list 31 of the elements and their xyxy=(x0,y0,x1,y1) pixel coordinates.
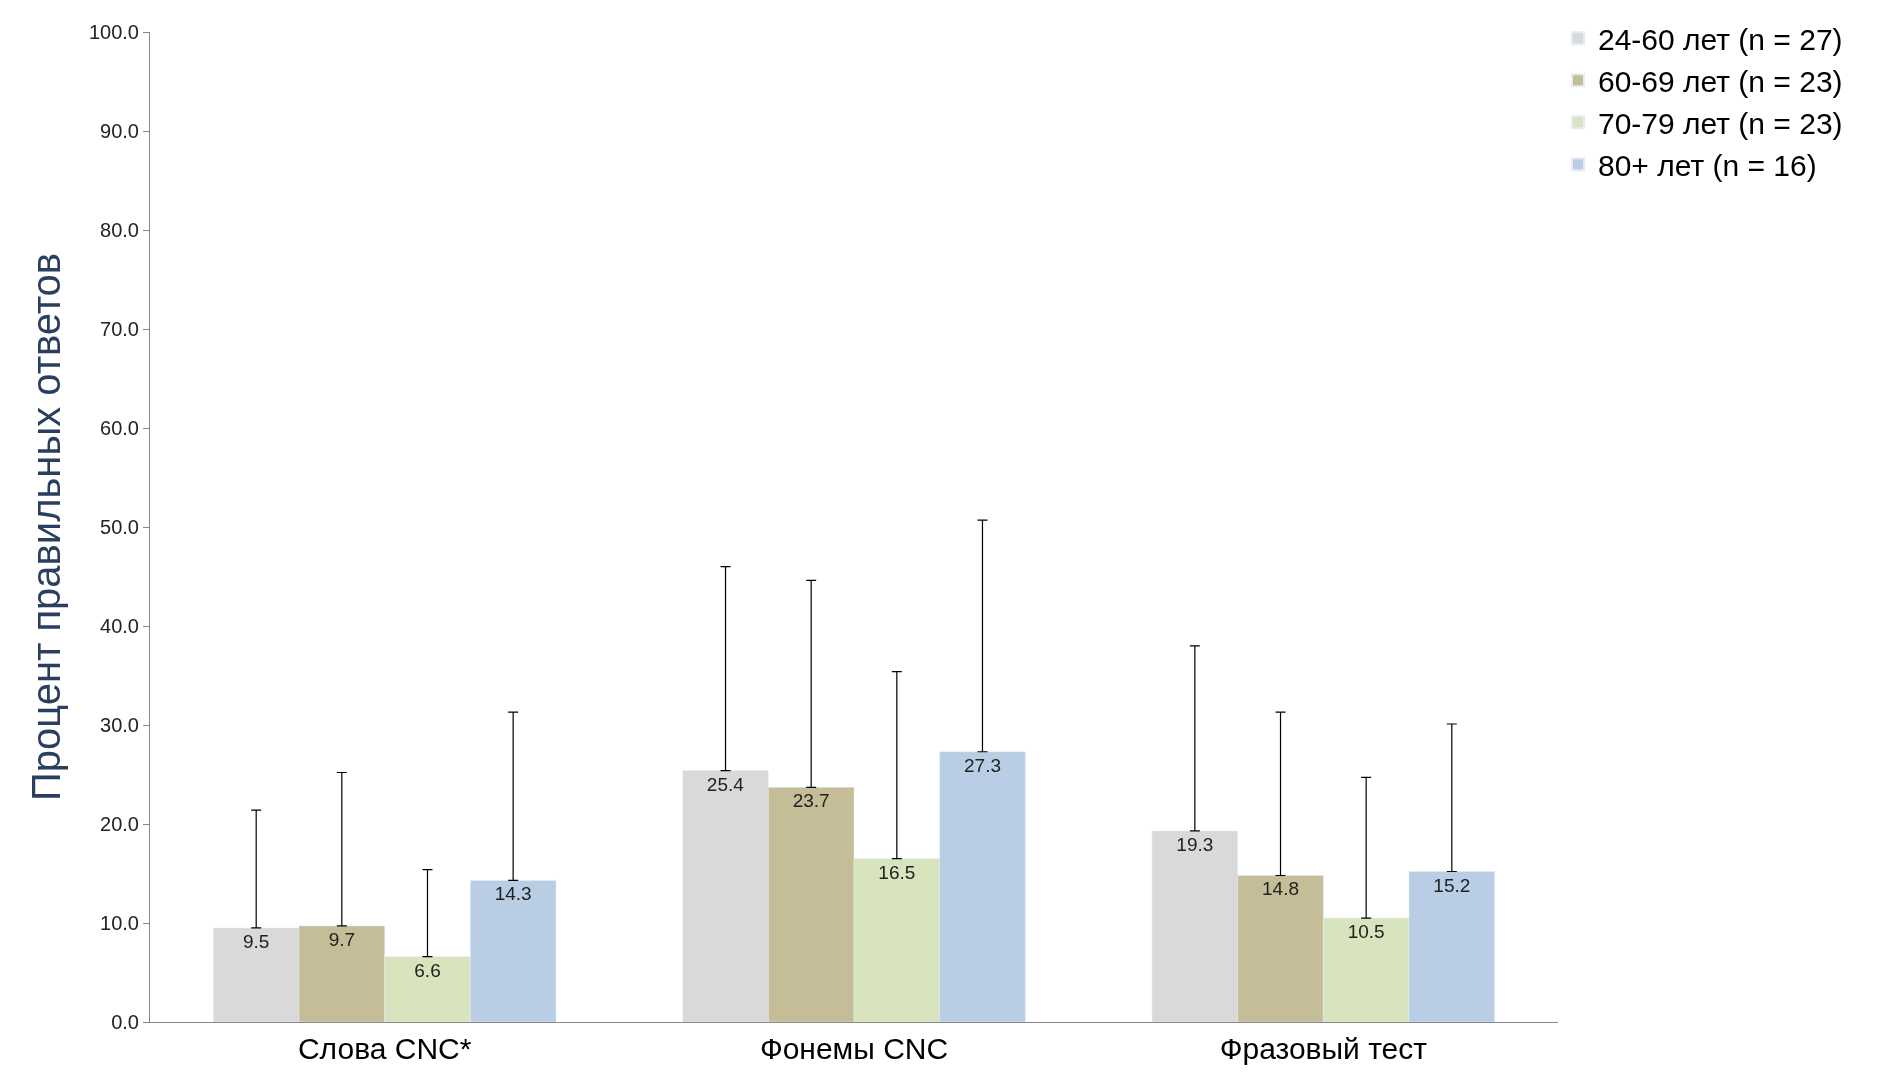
data-label: 6.6 xyxy=(414,959,441,981)
legend-label: 24-60 лет (n = 27) xyxy=(1598,22,1843,56)
y-tick-label: 70.0 xyxy=(100,318,139,340)
data-label: 15.2 xyxy=(1433,874,1471,896)
data-label: 9.7 xyxy=(328,928,356,950)
y-tick-label: 10.0 xyxy=(100,912,139,934)
y-tick-label: 50.0 xyxy=(100,516,139,538)
y-tick-label: 20.0 xyxy=(100,813,139,835)
data-label: 14.8 xyxy=(1262,878,1299,900)
y-tick-label: 40.0 xyxy=(100,615,139,637)
data-label: 10.5 xyxy=(1347,921,1385,943)
y-tick-label: 30.0 xyxy=(100,714,139,736)
data-label: 14.3 xyxy=(494,883,532,905)
x-tick-label: Фразовый тест xyxy=(1219,1032,1428,1065)
data-label: 16.5 xyxy=(878,861,916,883)
y-tick-label: 90.0 xyxy=(100,120,139,142)
y-tick-label: 60.0 xyxy=(100,417,139,439)
legend-label: 80+ лет (n = 16) xyxy=(1598,148,1817,182)
data-label: 9.5 xyxy=(242,930,270,952)
y-axis-title: Процент правильных ответов xyxy=(24,252,69,802)
y-tick-label: 100.0 xyxy=(88,21,139,43)
x-tick-label: Слова CNC* xyxy=(297,1032,472,1065)
x-tick-label: Фонемы CNC xyxy=(759,1032,949,1065)
data-label: 27.3 xyxy=(963,754,1001,776)
legend-label: 70-79 лет (n = 23) xyxy=(1598,106,1843,140)
data-label: 25.4 xyxy=(706,773,745,795)
y-tick-label: 0.0 xyxy=(111,1011,139,1033)
legend-label: 60-69 лет (n = 23) xyxy=(1598,64,1843,98)
data-label: 19.3 xyxy=(1176,833,1214,855)
data-label: 23.7 xyxy=(792,790,830,812)
y-tick-label: 80.0 xyxy=(100,219,139,241)
